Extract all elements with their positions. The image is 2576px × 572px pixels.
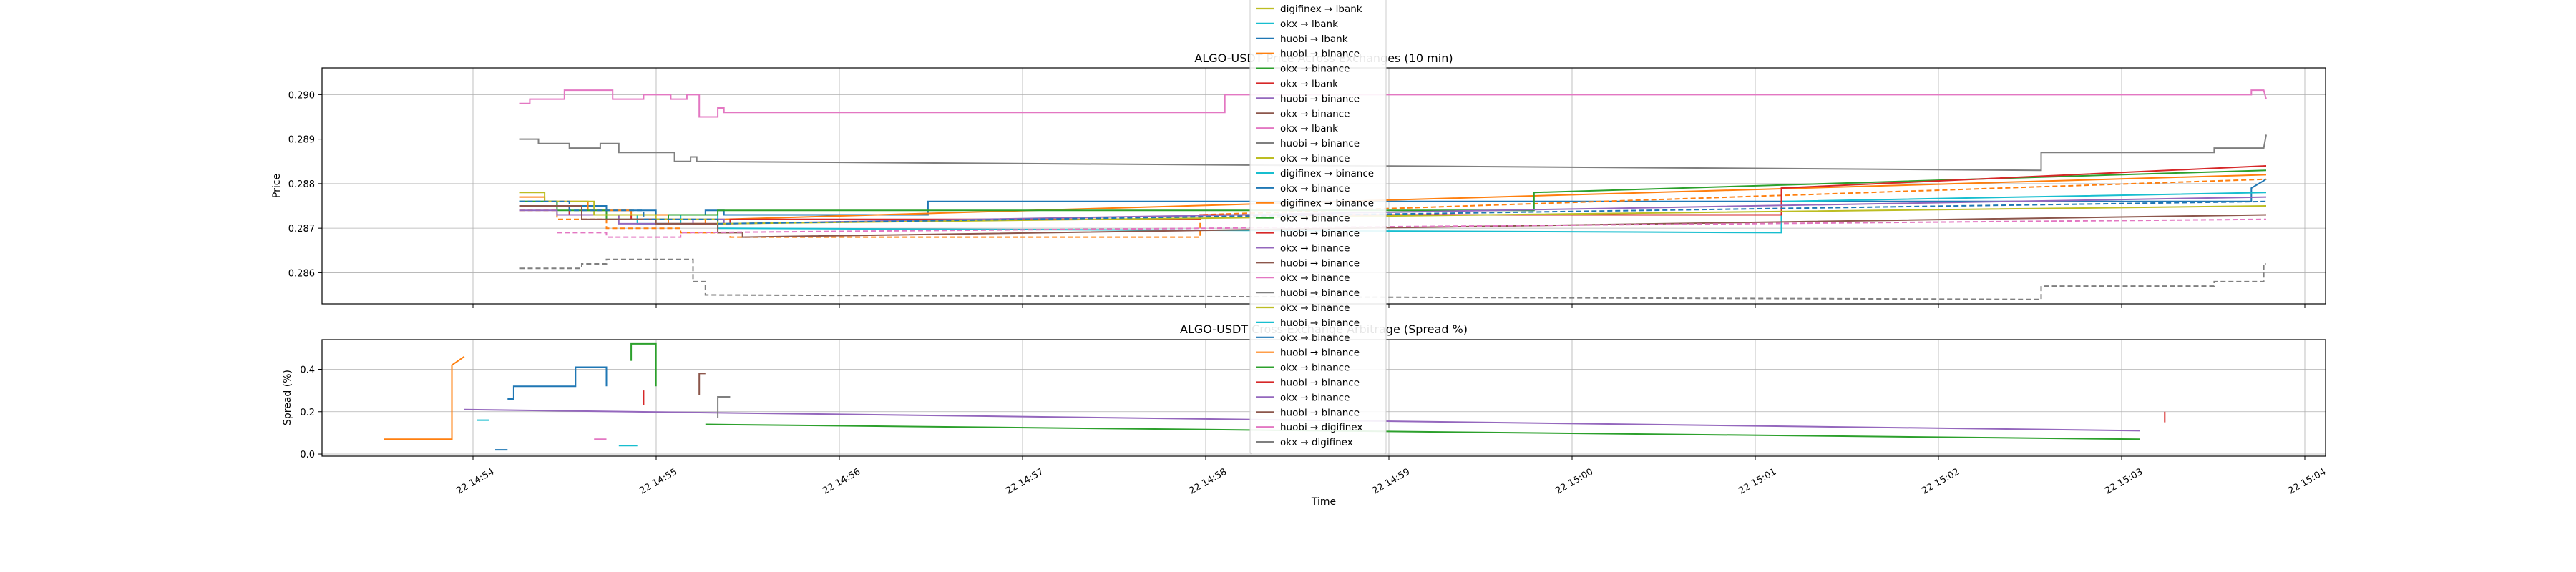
price-series-line (519, 134, 2267, 172)
spread-x-tick-label: 22 15:03 (2103, 467, 2145, 497)
legend-label: okx → lbank (1280, 19, 1338, 30)
spread-series-line (507, 366, 608, 400)
price-series-line (557, 218, 2267, 238)
price-y-tick-label: 0.287 (288, 224, 315, 235)
price-series-line (519, 178, 2267, 238)
legend-frame (1249, 0, 1387, 455)
spread-x-axis-label: Time (1311, 496, 1336, 508)
spread-series-line (384, 355, 465, 440)
legend-label: digifinex → lbank (1280, 4, 1362, 15)
legend-label: okx → lbank (1280, 123, 1338, 134)
legend-label: okx → binance (1280, 213, 1350, 225)
spread-x-tick-label: 22 14:54 (454, 467, 496, 497)
spread-x-tick-label: 22 15:04 (2286, 467, 2328, 497)
price-series-line (519, 169, 2267, 220)
spread-x-ticks: 22 14:54 22 14:55 22 14:56 22 14:57 22 14:58… (454, 456, 2328, 497)
spread-x-tick-label: 22 14:58 (1187, 467, 1229, 497)
price-series-line (519, 205, 2267, 238)
spread-y-tick-label: 0.0 (300, 450, 315, 460)
spread-series-line (717, 396, 731, 418)
spread-x-tick-label: 22 15:00 (1553, 467, 1595, 497)
legend-label: huobi → binance (1280, 317, 1360, 329)
legend-label: huobi → binance (1280, 378, 1360, 389)
legend-label: huobi → binance (1280, 257, 1360, 269)
legend-label: okx → binance (1280, 108, 1350, 119)
price-y-tick-label: 0.289 (288, 135, 315, 146)
price-series-line (519, 200, 2267, 225)
legend-label: okx → binance (1280, 392, 1350, 403)
legend-label: huobi → binance (1280, 287, 1360, 299)
price-series-line (519, 89, 2267, 118)
spread-x-tick-label: 22 15:01 (1737, 467, 1778, 497)
legend-label: okx → digifinex (1280, 437, 1353, 448)
price-series-line (519, 192, 2267, 225)
legend-label: okx → binance (1280, 363, 1350, 374)
price-y-tick-label: 0.288 (288, 179, 315, 190)
legend-label: okx → binance (1280, 332, 1350, 344)
price-series-line (519, 258, 2266, 300)
spread-x-tick-label: 22 14:59 (1370, 467, 1412, 497)
legend-label: huobi → digifinex (1280, 422, 1362, 433)
legend-label: digifinex → binance (1280, 168, 1374, 179)
legend-label: okx → binance (1280, 183, 1350, 194)
price-y-tick-label: 0.286 (288, 268, 315, 279)
legend-label: huobi → lbank (1280, 34, 1348, 45)
price-x-ticks (472, 304, 2306, 308)
legend: digifinex → lbank okx → lbank huobi → lban… (1249, 0, 1387, 455)
legend-label: okx → lbank (1280, 79, 1338, 90)
legend-label: huobi → binance (1280, 347, 1360, 359)
legend-label: huobi → binance (1280, 93, 1360, 104)
price-y-tick-label: 0.290 (288, 90, 315, 101)
legend-label: digifinex → binance (1280, 198, 1374, 209)
price-y-axis-label: Price (271, 174, 283, 198)
legend-label: okx → binance (1280, 64, 1350, 75)
spread-x-tick-label: 22 15:02 (1920, 467, 1961, 497)
spread-series-line (698, 373, 706, 395)
spread-series-line (705, 423, 2140, 440)
spread-y-ticks: 0.0 0.2 0.4 (300, 365, 322, 460)
legend-label: huobi → binance (1280, 49, 1360, 60)
price-y-ticks: 0.286 0.287 0.288 0.289 0.290 (288, 90, 322, 279)
spread-y-tick-label: 0.2 (300, 408, 315, 418)
spread-x-tick-label: 22 14:55 (638, 467, 679, 497)
spread-x-tick-label: 22 14:57 (1004, 467, 1045, 497)
spread-y-axis-label: Spread (%) (282, 370, 293, 425)
legend-label: okx → binance (1280, 272, 1350, 284)
legend-label: huobi → binance (1280, 407, 1360, 418)
legend-label: huobi → binance (1280, 228, 1360, 240)
legend-label: okx → binance (1280, 242, 1350, 254)
price-series (519, 89, 2267, 300)
legend-label: okx → binance (1280, 302, 1350, 314)
legend-label: huobi → binance (1280, 138, 1360, 149)
spread-series-line (630, 342, 657, 387)
spread-x-tick-label: 22 14:56 (821, 467, 862, 497)
legend-label: okx → binance (1280, 153, 1350, 164)
spread-y-tick-label: 0.4 (300, 365, 315, 375)
